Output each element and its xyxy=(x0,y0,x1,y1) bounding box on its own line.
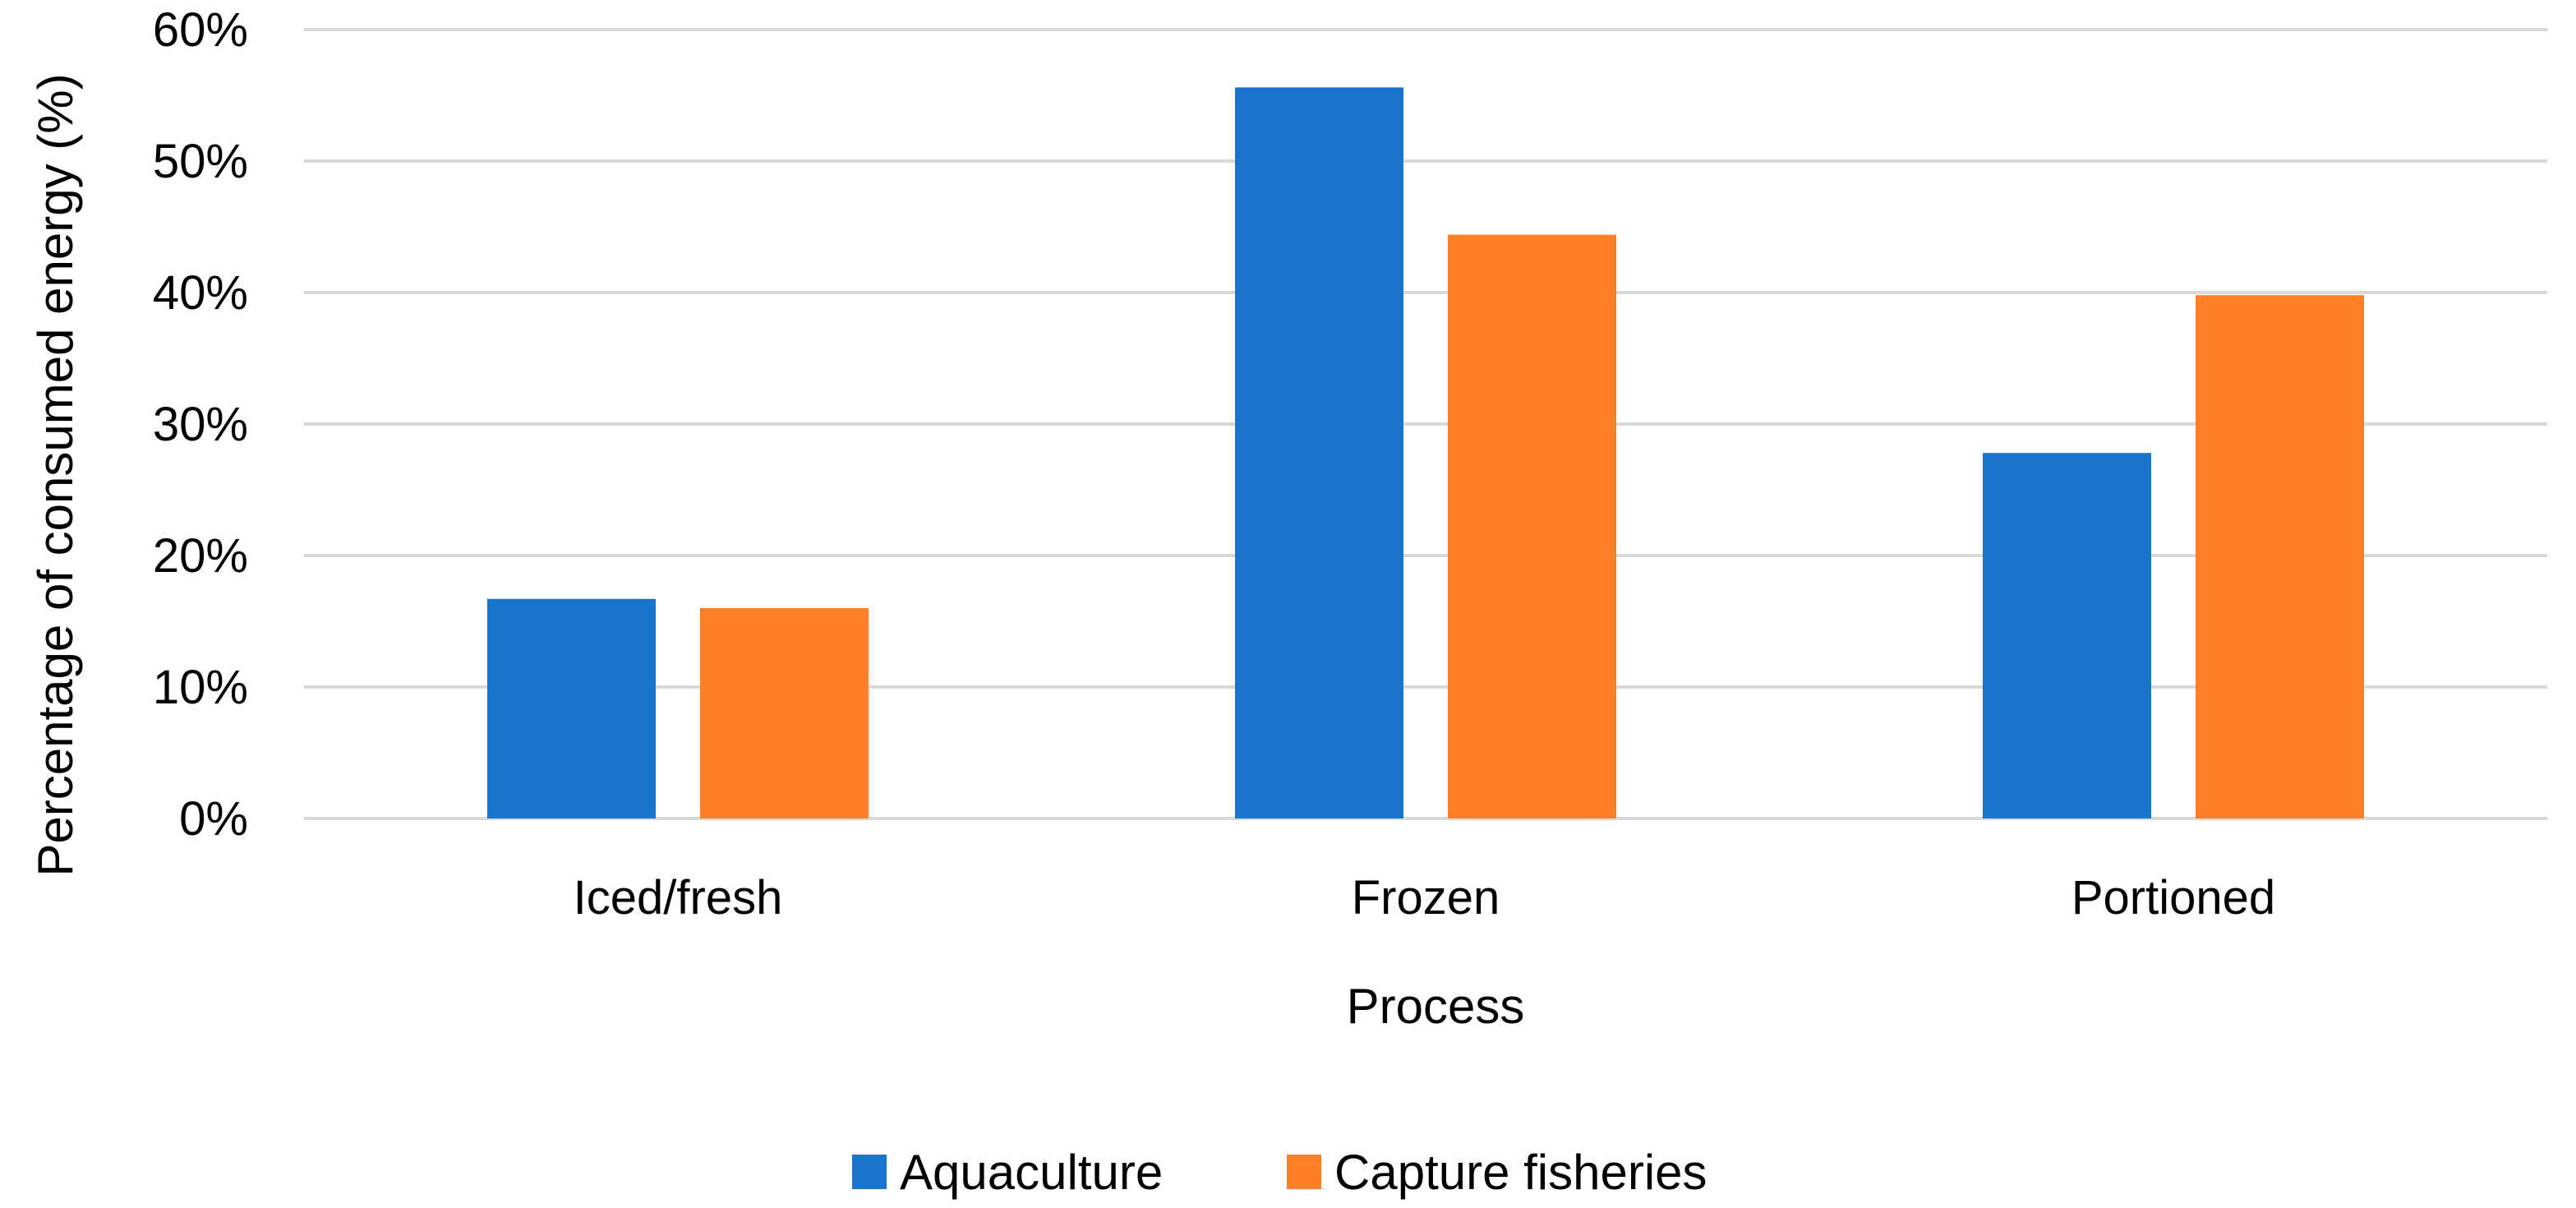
bar-capture-fisheries-iced-fresh xyxy=(700,608,869,818)
x-tick-label: Frozen xyxy=(1352,871,1500,924)
y-tick-label: 20% xyxy=(153,529,248,583)
y-tick-labels: 0% 10% 20% 30% 40% 50% 60% xyxy=(153,3,248,846)
legend-swatch xyxy=(1287,1155,1321,1189)
x-tick-labels: Iced/fresh Frozen Portioned xyxy=(574,871,2275,924)
bar-aquaculture-iced-fresh xyxy=(487,598,656,818)
y-tick-label: 50% xyxy=(153,135,248,188)
bars xyxy=(487,87,2364,819)
y-tick-label: 0% xyxy=(179,792,248,846)
legend: Aquaculture Capture fisheries xyxy=(852,1145,1707,1200)
bar-capture-fisheries-frozen xyxy=(1448,234,1616,819)
y-axis-title: Percentage of consumed energy (%) xyxy=(28,73,83,876)
y-tick-label: 40% xyxy=(153,266,248,320)
x-tick-label: Iced/fresh xyxy=(574,871,783,924)
gridlines xyxy=(304,28,2547,820)
y-tick-label: 30% xyxy=(153,398,248,451)
bar-aquaculture-portioned xyxy=(1983,453,2151,818)
bar-aquaculture-frozen xyxy=(1235,87,1403,818)
legend-label: Capture fisheries xyxy=(1334,1145,1707,1200)
bar-capture-fisheries-portioned xyxy=(2196,295,2364,818)
legend-swatch xyxy=(852,1155,887,1189)
x-axis-title: Process xyxy=(1347,979,1525,1034)
x-tick-label: Portioned xyxy=(2071,871,2275,924)
legend-label: Aquaculture xyxy=(900,1145,1163,1200)
y-tick-label: 60% xyxy=(153,3,248,57)
y-tick-label: 10% xyxy=(153,661,248,714)
